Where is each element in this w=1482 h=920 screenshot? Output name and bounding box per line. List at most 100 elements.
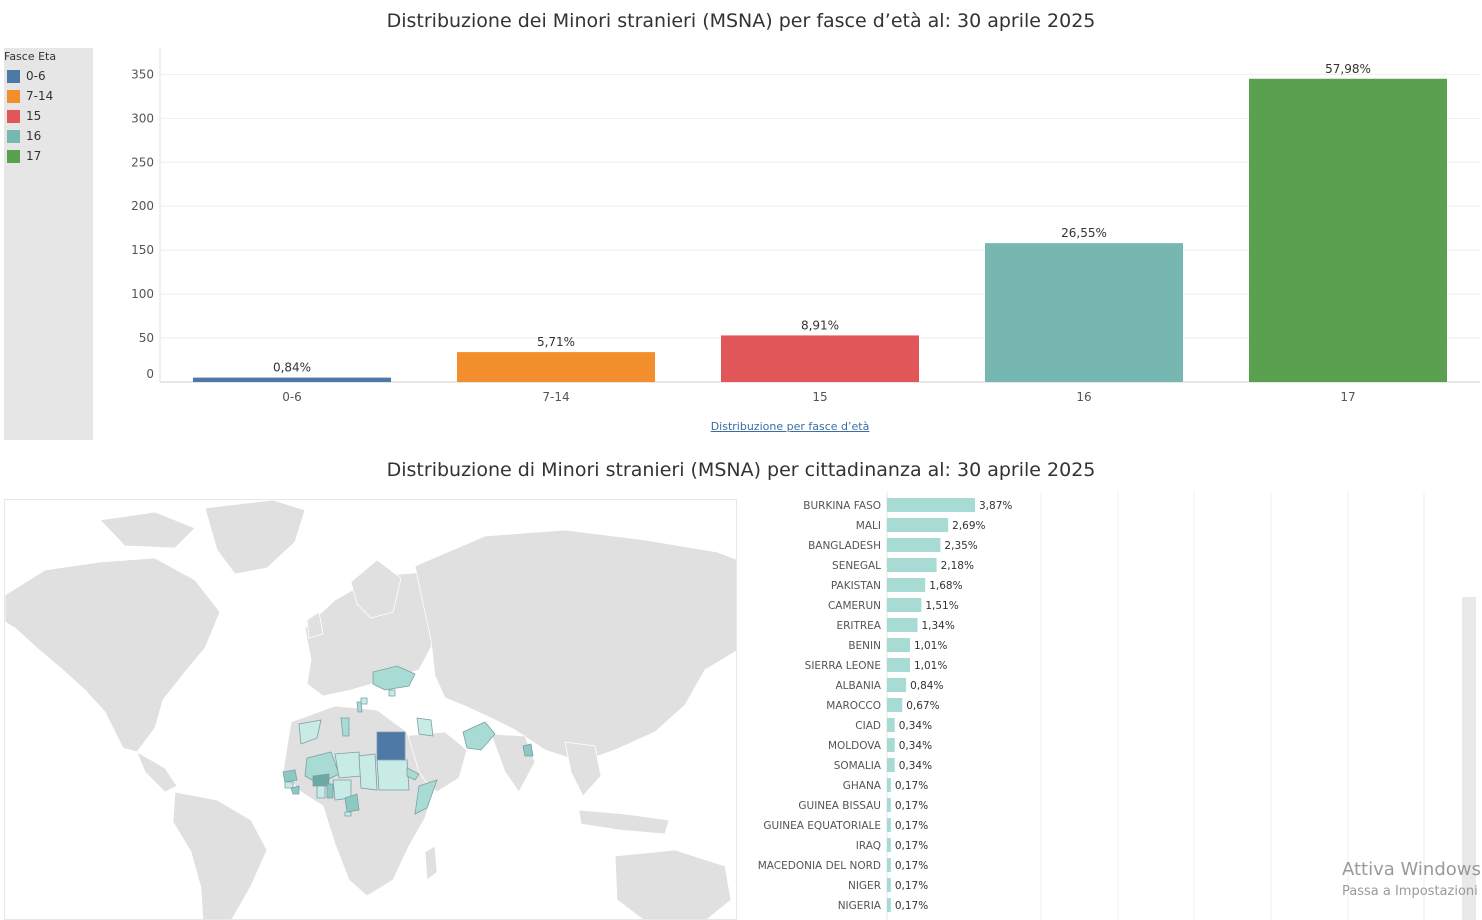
country-bar[interactable]	[887, 738, 895, 752]
country-label: IRAQ	[856, 840, 881, 852]
map-country-benin[interactable]	[326, 783, 334, 799]
country-bar[interactable]	[887, 898, 891, 912]
country-label: MALI	[856, 520, 881, 532]
country-bar[interactable]	[887, 798, 891, 812]
map-country-sierra-leone[interactable]	[290, 785, 300, 795]
bar-16[interactable]	[985, 243, 1183, 382]
top-chart-title: Distribuzione dei Minori stranieri (MSNA…	[386, 10, 1096, 32]
country-bar[interactable]	[887, 838, 891, 852]
country-bar[interactable]	[887, 578, 926, 592]
country-bar[interactable]	[887, 698, 903, 712]
country-bar[interactable]	[887, 618, 918, 632]
country-label: SENEGAL	[832, 560, 881, 572]
country-data-label: 0,17%	[895, 900, 928, 912]
legend-label: 16	[26, 129, 42, 143]
map-country-chad[interactable]	[358, 753, 378, 791]
x-tick-label: 16	[1076, 390, 1091, 404]
country-bar[interactable]	[887, 858, 891, 872]
map-land-scandinavia	[350, 559, 402, 619]
y-tick-label: 250	[131, 155, 154, 169]
map-country-sudan[interactable]	[376, 759, 410, 791]
map-country-morocco[interactable]	[298, 719, 322, 745]
country-data-label: 0,17%	[895, 880, 928, 892]
y-tick-label: 0	[146, 367, 154, 381]
legend-swatch	[7, 70, 20, 83]
country-label: ALBANIA	[835, 680, 881, 692]
country-data-label: 0,34%	[899, 760, 932, 772]
country-data-label: 2,18%	[941, 560, 974, 572]
country-data-label: 1,34%	[921, 620, 954, 632]
map-country-cameroon[interactable]	[344, 793, 360, 813]
country-bar[interactable]	[887, 538, 941, 552]
map-country-niger[interactable]	[334, 751, 362, 779]
map-country-senegal[interactable]	[282, 769, 298, 783]
country-data-label: 3,87%	[979, 500, 1012, 512]
x-axis-title-link[interactable]: Distribuzione per fasce d’età	[710, 420, 870, 433]
map-country-bangladesh[interactable]	[522, 743, 534, 757]
map-land-south-america	[172, 791, 268, 919]
bar-0-6[interactable]	[193, 377, 391, 382]
country-label: GUINEA EQUATORIALE	[763, 820, 881, 832]
y-tick-label: 150	[131, 243, 154, 257]
country-bar[interactable]	[887, 678, 907, 692]
country-bar[interactable]	[887, 598, 922, 612]
map-country-egypt[interactable]	[376, 731, 406, 761]
country-bar[interactable]	[887, 638, 910, 652]
bar-17[interactable]	[1249, 78, 1447, 382]
y-tick-label: 100	[131, 287, 154, 301]
map-land-indonesia	[578, 809, 670, 835]
country-bar[interactable]	[887, 778, 891, 792]
map-country-pakistan[interactable]	[462, 721, 496, 751]
country-label: NIGERIA	[838, 900, 882, 912]
map-country-macedonia[interactable]	[360, 697, 368, 705]
age-bar-chart: 0 50 100 150 200 250 300 350 0,84% 0-6 5,71% 7-14 8,…	[131, 48, 1480, 404]
watermark-line2[interactable]: Passa a Impostazioni	[1342, 884, 1478, 899]
map-country-equatorial-guinea[interactable]	[344, 811, 352, 817]
map-land-australia	[614, 849, 732, 919]
bar-15[interactable]	[721, 335, 919, 382]
country-data-label: 0,34%	[899, 740, 932, 752]
map-land-north-america	[5, 557, 221, 753]
country-bar[interactable]	[887, 498, 975, 512]
citizenship-bar-chart: BURKINA FASO 3,87% MALI 2,69% BANGLADESH 2,35…	[758, 492, 1425, 920]
map-country-ghana[interactable]	[316, 785, 326, 799]
map-country-tunisia[interactable]	[340, 717, 350, 737]
map-country-iraq[interactable]	[416, 717, 434, 737]
country-data-label: 0,17%	[895, 820, 928, 832]
country-label: SOMALIA	[834, 760, 882, 772]
country-data-label: 0,17%	[895, 860, 928, 872]
country-data-label: 0,17%	[895, 780, 928, 792]
country-bar[interactable]	[887, 518, 949, 532]
scrollbar[interactable]	[1462, 597, 1476, 920]
map-country-guinea-bissau[interactable]	[284, 781, 294, 789]
country-label: PAKISTAN	[831, 580, 881, 592]
country-bar[interactable]	[887, 658, 910, 672]
map-land-indochina	[564, 741, 602, 797]
legend-swatch	[7, 130, 20, 143]
country-bar[interactable]	[887, 818, 891, 832]
country-data-label: 0,84%	[910, 680, 943, 692]
country-data-label: 1,01%	[914, 640, 947, 652]
country-data-label: 2,35%	[944, 540, 977, 552]
map-country-albania[interactable]	[356, 701, 363, 713]
map-country-somalia[interactable]	[414, 779, 438, 815]
map-country-moldova[interactable]	[388, 689, 396, 697]
legend-title: Fasce Eta	[4, 50, 57, 63]
y-tick-label: 200	[131, 199, 154, 213]
country-bar[interactable]	[887, 878, 891, 892]
country-bar[interactable]	[887, 718, 895, 732]
world-map[interactable]	[4, 499, 737, 920]
country-bar[interactable]	[887, 758, 895, 772]
country-bar[interactable]	[887, 558, 937, 572]
map-land-greenland	[204, 500, 306, 575]
country-data-label: 0,17%	[895, 800, 928, 812]
map-country-eritrea[interactable]	[406, 767, 420, 781]
map-land-central-america	[136, 751, 178, 793]
map-land-arctic-islands	[99, 511, 196, 549]
map-country-ukraine[interactable]	[372, 665, 416, 691]
bar-7-14[interactable]	[457, 352, 655, 382]
country-data-label: 0,17%	[895, 840, 928, 852]
country-label: GHANA	[843, 780, 882, 792]
legend-label: 0-6	[26, 69, 46, 83]
legend: Fasce Eta 0-6 7-14 15 16 17	[4, 48, 93, 440]
